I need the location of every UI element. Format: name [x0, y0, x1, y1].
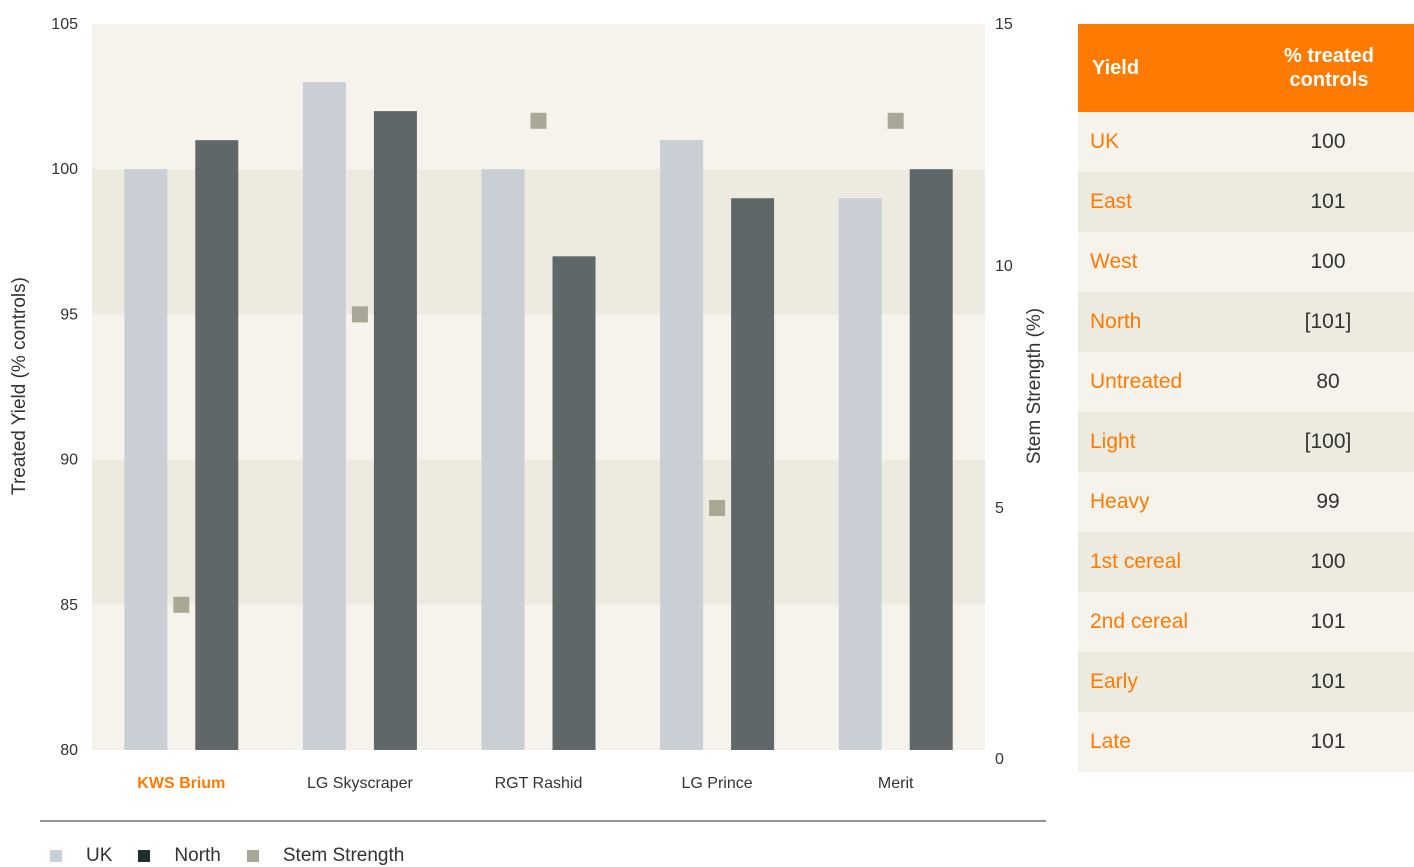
bar-north: [731, 198, 775, 751]
bar-uk: [838, 198, 882, 751]
table-row: Untreated 80: [1078, 352, 1414, 412]
bar-north: [909, 169, 953, 750]
bar-north: [552, 256, 596, 750]
table-row-value: 99: [1316, 490, 1340, 513]
bar-north: [195, 140, 239, 750]
table-row-label: Light: [1090, 430, 1136, 453]
bar-uk: [481, 169, 525, 750]
y-tick-label: 90: [60, 452, 78, 469]
legend: UK North Stem Strength: [50, 845, 430, 867]
y2-tick-label: 0: [995, 751, 1004, 768]
y-tick-label: 80: [60, 742, 78, 759]
y-tick-label: 95: [60, 306, 78, 323]
table-row: East 101: [1078, 172, 1414, 232]
grid-band: [92, 24, 985, 170]
table-row-value: [100]: [1304, 430, 1352, 453]
table-body: UK 100 East 101 West 100 North [101] Untreated 80…: [1078, 112, 1414, 772]
table-row-label: Heavy: [1090, 490, 1150, 513]
table-row-label: North: [1090, 310, 1142, 333]
legend-item-stem-strength: Stem Strength: [246, 845, 405, 867]
table-header: Yield % treated controls: [1078, 24, 1414, 112]
table-row: West 100: [1078, 232, 1414, 292]
table-row-value: 80: [1316, 370, 1340, 393]
grid-band: [92, 604, 985, 750]
legend-swatch-north: [138, 850, 151, 862]
table-row-value: [101]: [1304, 310, 1352, 333]
table-row-label: 1st cereal: [1090, 550, 1182, 573]
table-row-value: 101: [1310, 610, 1346, 633]
bar-uk: [124, 169, 168, 750]
table-header-line-1: % treated: [1283, 45, 1375, 67]
legend-label-stem-strength: Stem Strength: [282, 845, 405, 866]
y2-tick-label: 10: [995, 258, 1013, 275]
y2-axis-ticks: 0 5 10 15: [995, 16, 1013, 768]
y-tick-label: 100: [51, 161, 78, 178]
category-label: Merit: [878, 775, 914, 792]
stem-strength-marker: [709, 500, 726, 516]
stem-strength-marker: [173, 596, 190, 613]
y2-tick-label: 5: [995, 500, 1004, 517]
table-row: Late 101: [1078, 712, 1414, 772]
grid-bands: [92, 24, 985, 750]
table-row-value: 100: [1310, 250, 1346, 273]
chart: 80 85 90 95 100 105 0 5 10 15 KWS Brium LG Skyscr…: [9, 16, 1046, 822]
table-row-value: 100: [1310, 550, 1346, 573]
stem-strength-markers: [173, 112, 904, 613]
table-row-label: 2nd cereal: [1090, 610, 1189, 633]
table-row: UK 100: [1078, 112, 1414, 172]
table-row-value: 101: [1310, 190, 1346, 213]
category-labels: KWS Brium LG Skyscraper RGT Rashid LG Princ…: [137, 775, 914, 792]
bars: [124, 82, 953, 751]
table-row: Early 101: [1078, 652, 1414, 712]
stem-strength-marker: [530, 112, 547, 129]
category-label: KWS Brium: [137, 775, 225, 792]
bar-north: [373, 111, 417, 751]
category-label: RGT Rashid: [495, 775, 583, 792]
table-header-yield: Yield: [1092, 56, 1140, 79]
table-row-label: West: [1090, 250, 1138, 273]
table-row-label: East: [1090, 190, 1133, 213]
y-axis-ticks: 80 85 90 95 100 105: [51, 16, 78, 759]
table-row: 2nd cereal 101: [1078, 592, 1414, 652]
legend-label-uk: UK: [86, 845, 113, 866]
table-row: Heavy 99: [1078, 472, 1414, 532]
bar-uk: [660, 140, 704, 750]
stem-strength-marker: [887, 112, 904, 129]
yield-table: Yield % treated controls UK 100 East 101 Wes…: [1078, 24, 1414, 772]
table-row-label: Untreated: [1090, 370, 1183, 393]
legend-item-north: North: [138, 845, 221, 867]
grid-band: [92, 169, 985, 315]
y2-axis-label: Stem Strength (%): [1024, 308, 1045, 464]
category-label: LG Prince: [682, 775, 753, 792]
grid-band: [92, 459, 985, 605]
table-row-value: 101: [1310, 730, 1346, 753]
y-axis-label: Treated Yield (% controls): [9, 277, 30, 495]
table-row-value: 100: [1310, 130, 1346, 153]
legend-swatch-stem-strength: [246, 850, 259, 862]
stem-strength-marker: [351, 306, 368, 323]
y-tick-label: 85: [60, 597, 78, 614]
y2-tick-label: 15: [995, 16, 1013, 33]
y-tick-label: 105: [51, 16, 78, 33]
table-row: North [101]: [1078, 292, 1414, 352]
legend-swatch-uk: [50, 850, 62, 862]
category-label: LG Skyscraper: [307, 775, 413, 792]
grid-band: [92, 314, 985, 460]
legend-item-uk: UK: [50, 845, 112, 867]
table-header-treated-controls: % treated controls: [1244, 44, 1414, 92]
table-row-label: Early: [1090, 670, 1138, 693]
legend-label-north: North: [174, 845, 221, 866]
table-row: 1st cereal 100: [1078, 532, 1414, 592]
table-row-value: 101: [1310, 670, 1346, 693]
table-row-label: UK: [1090, 130, 1120, 153]
table-row: Light [100]: [1078, 412, 1414, 472]
bar-uk: [302, 82, 346, 750]
table-header-line-2: controls: [1289, 69, 1369, 91]
table-row-label: Late: [1090, 730, 1131, 753]
